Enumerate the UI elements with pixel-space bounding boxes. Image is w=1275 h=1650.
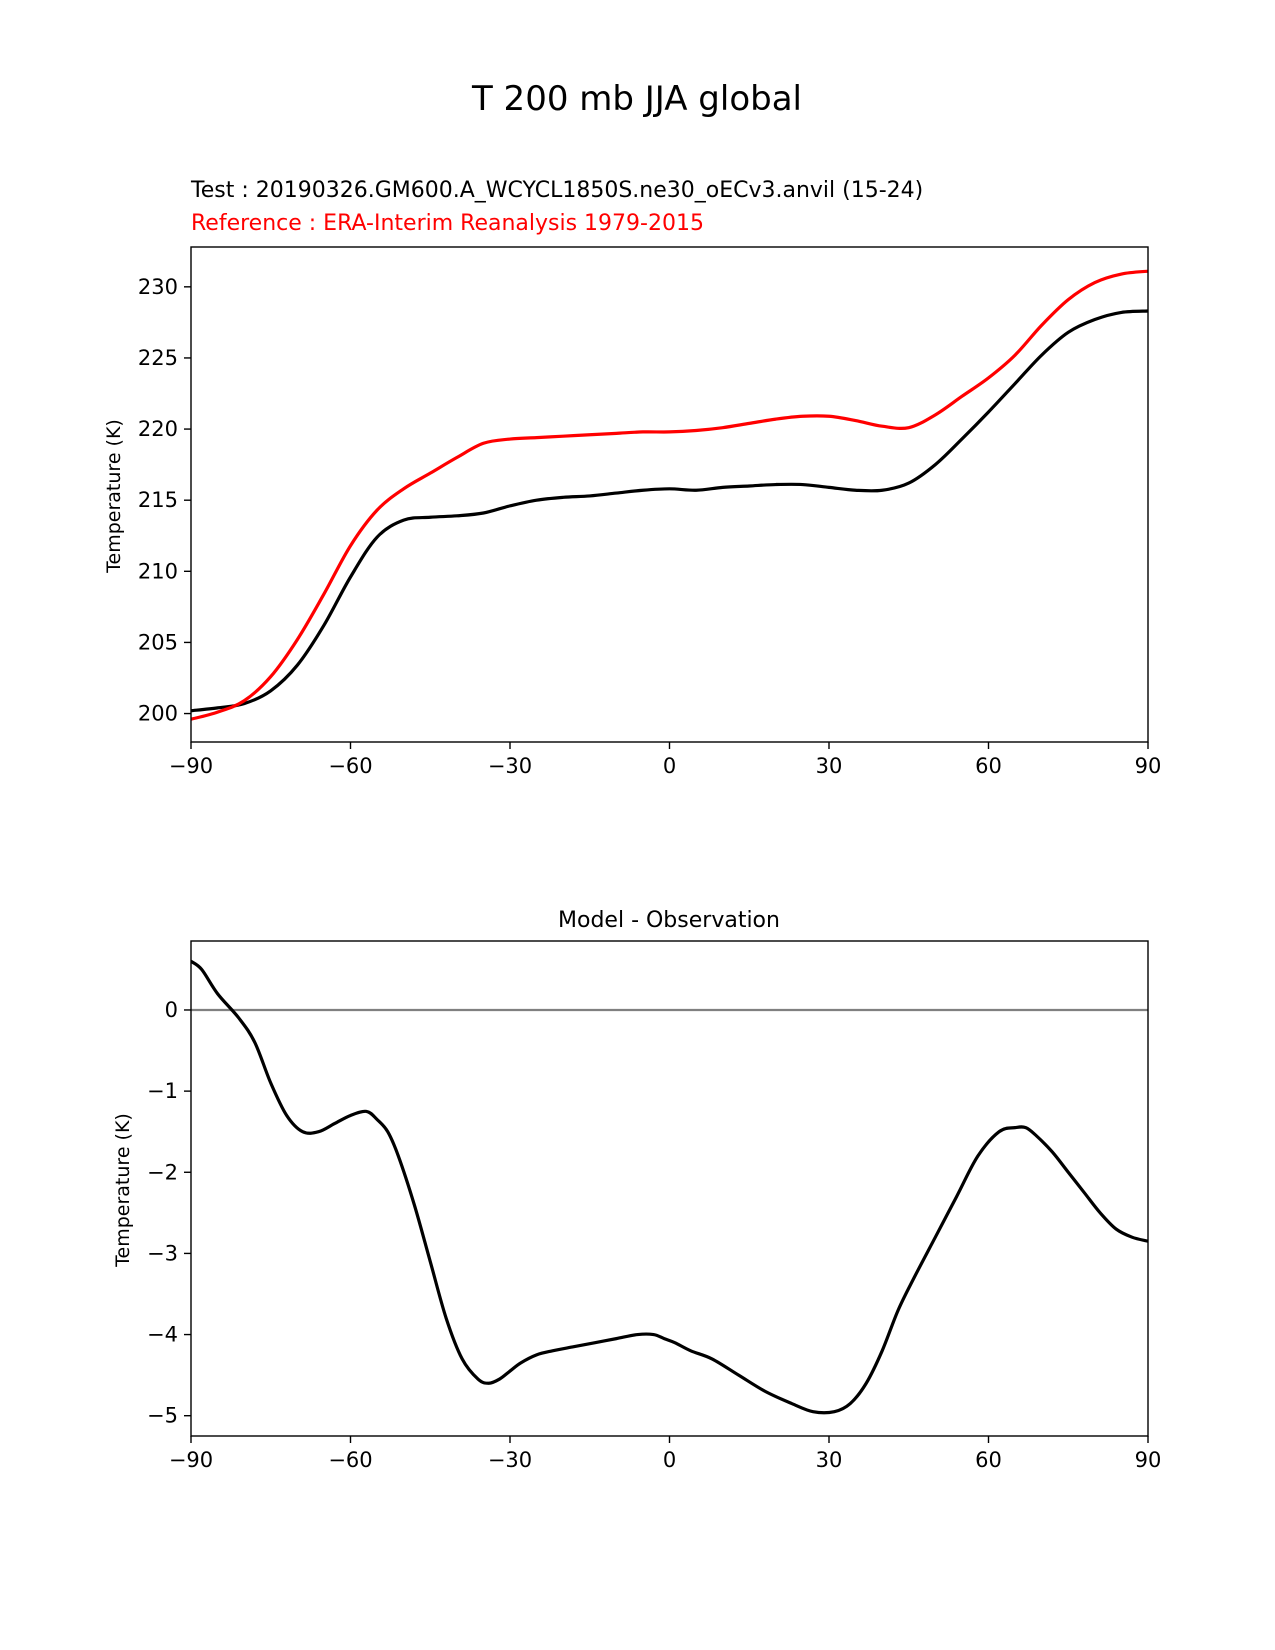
bottom-xtick-label: −60 xyxy=(328,1448,372,1472)
bottom-xtick-label: 30 xyxy=(816,1448,843,1472)
top-ytick-label: 200 xyxy=(138,702,178,726)
top-xtick-label: 90 xyxy=(1135,754,1162,778)
bottom-plot-frame xyxy=(190,940,1149,1437)
top-ylabel: Temperature (K) xyxy=(103,419,125,574)
bottom-series-group xyxy=(191,959,1148,1415)
top-xtick-label: −60 xyxy=(328,754,372,778)
top-xtick-label: 60 xyxy=(975,754,1002,778)
bottom-ytick-label: −2 xyxy=(147,1160,178,1184)
top-ytick-label: 230 xyxy=(138,275,178,299)
bottom-axis-ticks: −90 −60 −30 0 30 60 90 0 −1 −2 −3 −4 −5 xyxy=(147,998,1161,1472)
top-xtick-label: 0 xyxy=(663,754,676,778)
bottom-ytick-label: −4 xyxy=(147,1323,178,1347)
top-xtick-label: 30 xyxy=(816,754,843,778)
bottom-xtick-label: 90 xyxy=(1135,1448,1162,1472)
top-chart: Test : 20190326.GM600.A_WCYCL1850S.ne30_… xyxy=(103,178,1161,778)
bottom-xtick-label: 0 xyxy=(663,1448,676,1472)
reference-label: Reference : ERA-Interim Reanalysis 1979-… xyxy=(191,211,704,236)
top-plot-frame xyxy=(190,246,1149,743)
bottom-ytick-label: −5 xyxy=(147,1404,178,1428)
top-xtick-label: −90 xyxy=(169,754,213,778)
test-label: Test : 20190326.GM600.A_WCYCL1850S.ne30_… xyxy=(190,178,923,203)
bottom-xtick-label: 60 xyxy=(975,1448,1002,1472)
top-xtick-label: −30 xyxy=(488,754,532,778)
figure-title: T 200 mb JJA global xyxy=(471,79,802,119)
top-axis-ticks: −90 −60 −30 0 30 60 90 200 205 210 215 220 225 230 xyxy=(138,275,1161,778)
bottom-ylabel: Temperature (K) xyxy=(112,1113,134,1268)
bottom-series-difference-line xyxy=(191,959,1148,1415)
top-ytick-label: 210 xyxy=(138,559,178,583)
bottom-title: Model - Observation xyxy=(558,908,780,933)
bottom-ytick-label: −1 xyxy=(147,1079,178,1103)
bottom-ytick-label: −3 xyxy=(147,1241,178,1265)
top-series-reference-line xyxy=(191,269,1148,721)
bottom-xtick-label: −90 xyxy=(169,1448,213,1472)
top-ytick-label: 205 xyxy=(138,630,178,654)
top-series-group xyxy=(191,269,1148,721)
top-series-test-line xyxy=(191,309,1148,713)
top-ytick-label: 215 xyxy=(138,488,178,512)
bottom-ytick-label: 0 xyxy=(165,998,178,1022)
top-ytick-label: 225 xyxy=(138,346,178,370)
bottom-chart: Model - Observation Temperature (K) −90−… xyxy=(112,908,1161,1472)
top-ytick-label: 220 xyxy=(138,417,178,441)
bottom-xtick-label: −30 xyxy=(488,1448,532,1472)
